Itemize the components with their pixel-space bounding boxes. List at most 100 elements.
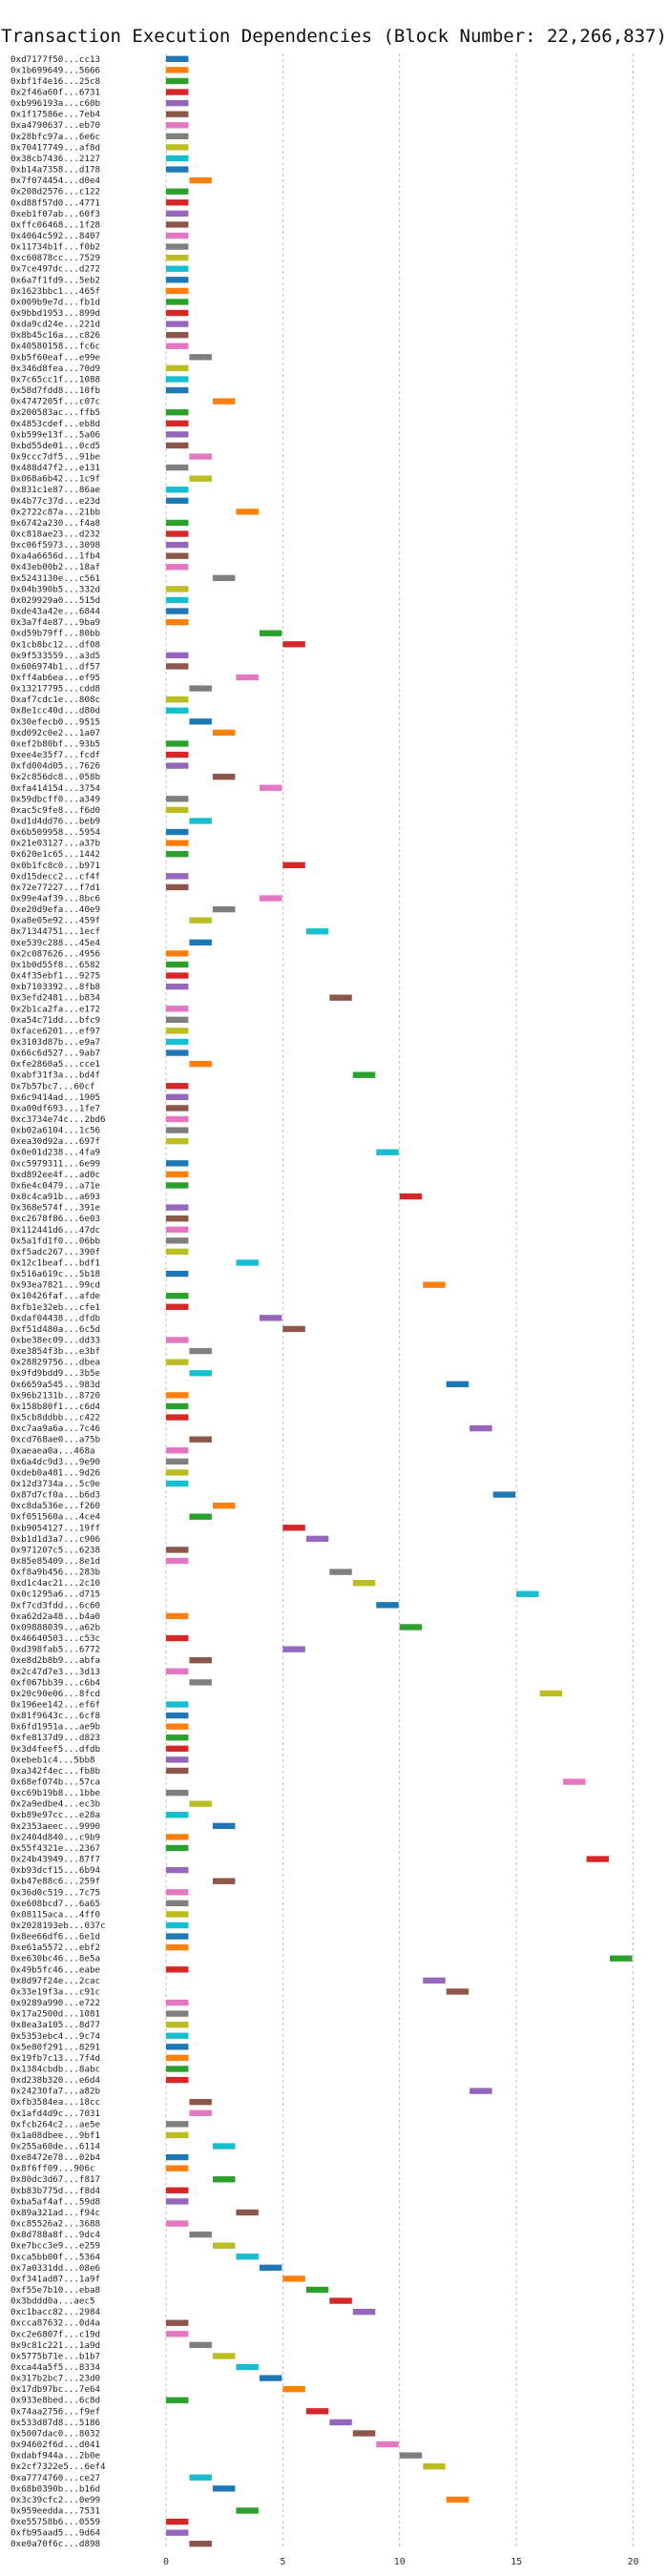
- task-bar: [165, 309, 189, 317]
- task-bar: [189, 2541, 212, 2547]
- task-bar: [165, 1547, 189, 1553]
- y-tick-label: 0x33e19f3a...c91c: [10, 1986, 100, 1997]
- task-bar: [165, 618, 189, 626]
- y-tick-label: 0x9bbd1953...899d: [10, 308, 100, 319]
- y-tick-label: 0x933e8bed...6c8d: [10, 2396, 100, 2406]
- task-bar: [189, 1436, 212, 1443]
- task-bar: [165, 2529, 189, 2536]
- y-tick-label: 0xa8e05e92...459f: [10, 916, 100, 926]
- task-bar: [165, 1480, 189, 1487]
- y-tick-label: 0xd1c4ac21...2c10: [10, 1578, 100, 1589]
- task-bar: [165, 1038, 189, 1046]
- y-tick-label: 0xd238b320...e6d4: [10, 2075, 101, 2086]
- y-tick-label: 0x3d4feef5...dfdb: [10, 1744, 100, 1755]
- task-bar: [165, 1668, 189, 1674]
- y-tick-label: 0x68b0390b...b16d: [10, 2483, 100, 2494]
- y-tick-label: 0xa54c71dd...bfc9: [10, 1015, 100, 1026]
- y-tick-label: 0x46640503...c53c: [10, 1633, 100, 1644]
- task-bar: [329, 1568, 352, 1575]
- task-bar: [165, 751, 189, 758]
- y-tick-label: 0xabf31f3a...bd4f: [10, 1070, 100, 1081]
- y-tick-label: 0x87d7cf0a...b6d3: [10, 1490, 100, 1501]
- y-tick-label: 0xb599e13f...5a06: [10, 429, 100, 440]
- task-bar: [165, 1303, 189, 1310]
- task-bar: [165, 707, 189, 714]
- y-tick-label: 0xd892ee4f...ad0c: [10, 1170, 100, 1180]
- task-bar: [259, 1315, 282, 1321]
- task-bar: [165, 386, 189, 394]
- task-bar: [212, 2353, 236, 2359]
- task-bar: [165, 1789, 189, 1797]
- y-tick-label: 0x2722c87a...21bb: [10, 507, 100, 517]
- task-bar: [165, 2066, 189, 2072]
- task-bar: [165, 431, 189, 438]
- y-tick-label: 0xb9054127...19ff: [10, 1523, 100, 1533]
- task-bar: [165, 2076, 189, 2084]
- task-bar: [470, 1424, 492, 1432]
- y-tick-label: 0xb14a7358...d178: [10, 165, 100, 176]
- task-bar: [165, 828, 189, 836]
- task-bar: [165, 210, 189, 218]
- bars: [165, 55, 633, 2547]
- task-bar: [165, 972, 189, 979]
- y-tick-label: 0xf8a9b456...283b: [10, 1568, 100, 1578]
- task-bar: [212, 398, 236, 405]
- y-tick-label: 0x5775b71e...b1b7: [10, 2351, 100, 2361]
- task-bar: [165, 1458, 189, 1465]
- y-tick-label: 0x7f074454...d0e4: [10, 176, 101, 186]
- y-tick-label: 0x8b45c16a...c826: [10, 330, 100, 341]
- y-tick-label: 0x6659a545...983d: [10, 1380, 100, 1390]
- y-tick-label: 0xea30d92a...697f: [10, 1136, 100, 1147]
- task-bar: [376, 2441, 399, 2448]
- task-bar: [282, 1525, 305, 1531]
- task-bar: [610, 1955, 633, 1962]
- task-bar: [165, 586, 189, 592]
- y-tick-label: 0x4f35ebf1...9275: [10, 971, 100, 982]
- task-bar: [165, 1028, 189, 1034]
- y-tick-label: 0x8e1cc40d...d80d: [10, 706, 100, 717]
- y-tick-label: 0xc7aa9a6a...7c46: [10, 1423, 100, 1434]
- y-tick-label: 0x5e80f291...8291: [10, 2042, 100, 2052]
- task-bar: [165, 1900, 189, 1907]
- y-tick-label: 0xc60878cc...7529: [10, 253, 100, 263]
- y-tick-label: 0x04b390b5...332d: [10, 584, 100, 594]
- y-tick-label: 0x5007dac0...8032: [10, 2428, 100, 2439]
- task-bar: [189, 2099, 212, 2106]
- y-tick-label: 0xc3734e74c...2bd6: [10, 1114, 106, 1125]
- task-bar: [165, 652, 189, 659]
- y-tick-label: 0x1f17586e...7eb4: [10, 110, 101, 120]
- task-bar: [165, 1402, 189, 1410]
- task-bar: [305, 2408, 329, 2415]
- y-tick-label: 0x30efecb0...9515: [10, 717, 100, 727]
- task-bar: [165, 950, 189, 957]
- y-tick-label: 0xb93dcf15...6b94: [10, 1865, 101, 1876]
- task-bar: [282, 2275, 305, 2282]
- y-tick-label: 0xa7774760...ce27: [10, 2473, 100, 2483]
- task-bar: [236, 2254, 259, 2260]
- task-bar: [165, 1911, 189, 1918]
- x-tick-label: 15: [511, 2557, 522, 2567]
- y-tick-label: 0x7ce497dc...d272: [10, 264, 100, 275]
- task-bar: [399, 1624, 423, 1631]
- task-bar: [165, 1469, 189, 1476]
- task-bar: [189, 2109, 212, 2116]
- y-tick-label: 0x6a7f1fd9...5eb2: [10, 275, 100, 285]
- y-tick-label: 0x6b509958...5954: [10, 827, 101, 838]
- y-tick-label: 0xfe8137d9...d823: [10, 1733, 100, 1743]
- y-tick-label: 0xca44a5f5...8334: [10, 2362, 101, 2373]
- y-tick-label: 0x7c65cc1f...1088: [10, 374, 100, 384]
- task-bar: [165, 1723, 189, 1730]
- y-tick-label: 0xf067bb39...c6b4: [10, 1677, 101, 1688]
- task-bar: [165, 265, 189, 272]
- task-bar: [165, 983, 189, 990]
- task-bar: [305, 1535, 329, 1543]
- task-bar: [236, 2363, 259, 2371]
- y-tick-label: 0xaf7cdc1e...808c: [10, 695, 100, 705]
- y-tick-label: 0xd15decc2...cf4f: [10, 871, 100, 882]
- y-tick-label: 0x6c9414ad...1905: [10, 1092, 100, 1103]
- task-bar: [165, 519, 189, 527]
- task-bar: [165, 1006, 189, 1012]
- task-bar: [563, 1778, 586, 1785]
- y-tick-label: 0xc2e6807f...c19d: [10, 2329, 100, 2339]
- task-bar: [165, 961, 189, 968]
